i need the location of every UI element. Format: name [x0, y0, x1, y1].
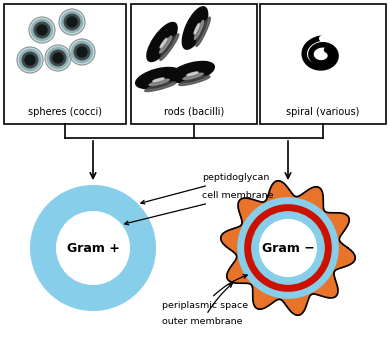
Circle shape — [57, 212, 129, 284]
Ellipse shape — [160, 38, 167, 48]
Ellipse shape — [145, 82, 176, 92]
Text: Gram +: Gram + — [67, 241, 119, 255]
Circle shape — [252, 212, 324, 284]
Text: peptidoglycan: peptidoglycan — [141, 174, 269, 204]
Circle shape — [37, 25, 47, 35]
Circle shape — [25, 55, 35, 65]
Text: spiral (various): spiral (various) — [286, 107, 360, 117]
Circle shape — [74, 44, 90, 60]
Bar — [4, 4, 126, 124]
Ellipse shape — [196, 17, 210, 46]
Ellipse shape — [187, 72, 198, 76]
Circle shape — [50, 50, 66, 66]
Circle shape — [238, 198, 338, 298]
Polygon shape — [221, 181, 355, 315]
Ellipse shape — [170, 61, 214, 82]
Circle shape — [59, 9, 85, 35]
Ellipse shape — [183, 73, 203, 79]
Circle shape — [29, 17, 55, 43]
Circle shape — [19, 49, 40, 71]
Ellipse shape — [147, 22, 177, 62]
Ellipse shape — [136, 67, 180, 88]
Bar — [260, 4, 386, 124]
Ellipse shape — [194, 20, 204, 39]
Circle shape — [32, 20, 53, 40]
Text: rods (bacilli): rods (bacilli) — [164, 107, 224, 117]
Ellipse shape — [182, 7, 208, 49]
Bar — [131, 4, 257, 124]
Circle shape — [22, 52, 38, 68]
Circle shape — [64, 14, 80, 30]
Circle shape — [47, 47, 68, 68]
Text: Gram −: Gram − — [262, 241, 314, 255]
Text: periplasmic space: periplasmic space — [162, 275, 248, 310]
Ellipse shape — [194, 23, 199, 34]
Ellipse shape — [153, 78, 164, 81]
Ellipse shape — [149, 79, 169, 85]
Circle shape — [260, 220, 316, 276]
Circle shape — [17, 47, 43, 73]
Circle shape — [61, 12, 82, 33]
Circle shape — [69, 39, 95, 65]
Text: spheres (cocci): spheres (cocci) — [28, 107, 102, 117]
Ellipse shape — [160, 34, 179, 60]
Text: cell membrane: cell membrane — [124, 192, 273, 225]
Circle shape — [67, 17, 77, 27]
Text: outer membrane: outer membrane — [162, 283, 242, 326]
Ellipse shape — [159, 36, 172, 53]
Circle shape — [245, 205, 331, 291]
Circle shape — [31, 186, 155, 310]
Circle shape — [53, 53, 63, 63]
Circle shape — [72, 42, 93, 62]
Ellipse shape — [179, 76, 210, 85]
Circle shape — [34, 22, 50, 38]
Circle shape — [77, 47, 87, 57]
Circle shape — [45, 45, 71, 71]
